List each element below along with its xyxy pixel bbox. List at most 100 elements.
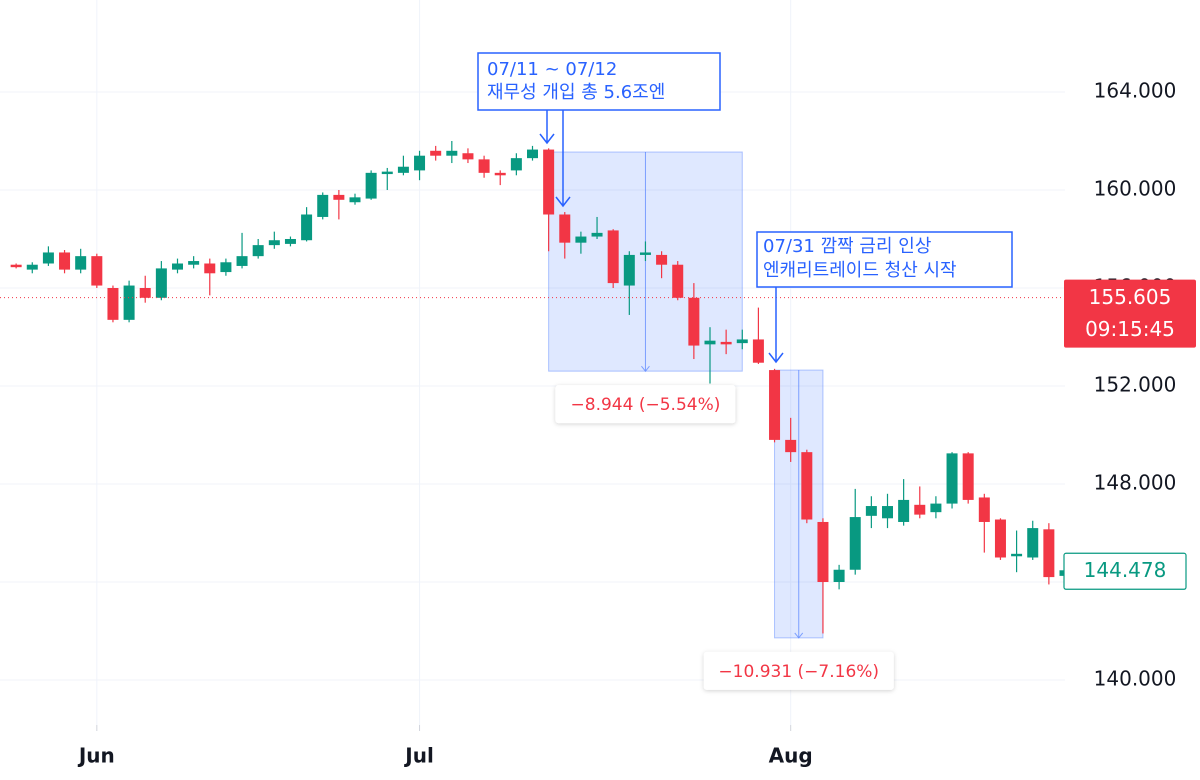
candle-body (639, 252, 651, 255)
candle-body (252, 245, 264, 257)
candle-body (801, 452, 813, 520)
candle-body (397, 166, 409, 173)
axis: 140.000144.000148.000152.000156.000160.0… (77, 78, 1196, 768)
annotation-text: 07/31 깜짝 금리 인상 (763, 236, 931, 257)
candle-body (752, 339, 764, 363)
candle-body (688, 297, 700, 346)
annotation-text: 07/11 ~ 07/12 (487, 59, 617, 80)
candle-body (317, 194, 329, 217)
candle-body (349, 197, 361, 203)
candle-body (236, 256, 248, 266)
annotation: 07/31 깜짝 금리 인상 엔캐리트레이드 청산 시작 (756, 231, 1013, 364)
candle-body (559, 214, 571, 243)
y-tick-label: 148.000 (1094, 470, 1177, 494)
candle-body (607, 230, 619, 284)
candle-body (543, 149, 555, 215)
candle-body (769, 370, 781, 440)
candle-body (91, 256, 103, 286)
candle-body (978, 497, 990, 522)
grid (0, 0, 1065, 725)
countdown-label: 09:15:45 (1085, 317, 1175, 341)
annotation: 07/11 ~ 07/12 재무성 개입 총 5.6조엔 (477, 52, 721, 208)
x-tick-label: Jun (77, 744, 115, 768)
candle-body (42, 252, 54, 264)
y-tick-label: 160.000 (1094, 176, 1177, 200)
candle-body (139, 287, 151, 298)
measure-label-box (555, 385, 736, 424)
candle-body (188, 261, 200, 265)
candle-body (704, 340, 716, 345)
x-tick-label: Aug (769, 744, 813, 768)
candle-body (10, 264, 22, 268)
measure-arrow (794, 370, 804, 639)
candle-body (1027, 528, 1039, 558)
candle-body (446, 150, 458, 156)
candle-body (381, 171, 393, 175)
candle-body (414, 155, 426, 171)
candle-body (898, 499, 910, 522)
candle-body (817, 521, 829, 582)
candle-body (220, 262, 232, 273)
candle-body (430, 150, 442, 156)
candle-body (510, 158, 522, 171)
candle-body (833, 569, 845, 582)
candle-body (994, 519, 1006, 558)
candle-body (623, 254, 635, 286)
candle-body (1011, 553, 1023, 557)
candle-body (284, 238, 296, 244)
candle-body (26, 264, 38, 270)
candle-body (365, 172, 377, 199)
annotation-text: 재무성 개입 총 5.6조엔 (487, 82, 665, 103)
candle-body (172, 263, 183, 270)
candle-body (59, 252, 71, 270)
candle-body (930, 503, 942, 513)
measure-label: −8.944 (−5.54%) (571, 395, 721, 415)
annotation-text: 엔캐리트레이드 청산 시작 (763, 260, 957, 281)
y-tick-label: 140.000 (1094, 666, 1177, 690)
last-price-label: 144.478 (1084, 558, 1167, 582)
candle-body (301, 214, 313, 241)
candle-body (785, 439, 797, 453)
annotation-box (756, 231, 1013, 288)
price-tag (1064, 279, 1196, 348)
candle-body (962, 453, 974, 500)
candle-body (333, 194, 345, 200)
candle-body (494, 172, 506, 176)
measure-arrow (641, 152, 650, 372)
annotation-arrow (768, 287, 784, 364)
candle-body (268, 240, 280, 246)
candle-body (155, 268, 167, 298)
candle-body (849, 517, 861, 570)
candle-body (882, 506, 893, 519)
overlay: −8.944 (−5.54%) −10.931 (−7.16%) (0, 297, 1065, 690)
candle-body (736, 339, 748, 344)
y-tick-label: 164.000 (1094, 78, 1177, 102)
candle-body (204, 263, 216, 274)
candle-body (946, 453, 958, 504)
candle-body (575, 236, 587, 243)
last-price-tag (1063, 552, 1187, 590)
candle-body (478, 159, 490, 173)
candle-body (591, 232, 603, 237)
candle-body (865, 506, 877, 516)
candle-body (1059, 570, 1065, 576)
candle-body (75, 256, 87, 270)
candle-body (672, 264, 684, 298)
price-tag-label: 155.605 (1089, 285, 1172, 309)
measure-label: −10.931 (−7.16%) (718, 662, 879, 682)
candle-body (527, 149, 538, 159)
measure-label-box (703, 651, 894, 690)
candle-body (123, 285, 135, 320)
annotation-box (477, 52, 721, 111)
candle-body (1043, 529, 1055, 578)
candle-body (720, 341, 732, 345)
candle-body (656, 254, 668, 265)
candle-body (107, 287, 119, 320)
x-tick-label: Jul (403, 744, 434, 768)
candles (10, 140, 1065, 634)
y-tick-label: 152.000 (1094, 372, 1177, 396)
annotation-arrow (539, 110, 571, 208)
candle-body (914, 504, 926, 515)
candle-body (462, 153, 474, 160)
